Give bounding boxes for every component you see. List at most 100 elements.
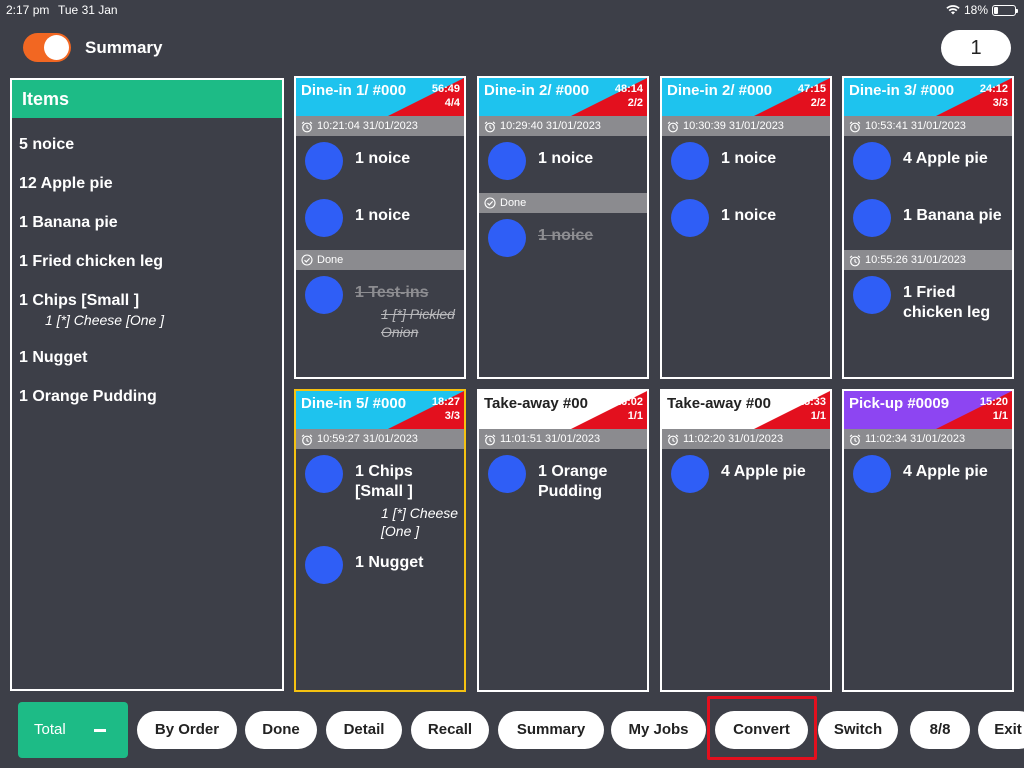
item-progress: 3/3 — [992, 97, 1008, 109]
item-status-dot[interactable] — [305, 199, 343, 237]
line-item[interactable]: 1 noice — [296, 136, 464, 193]
order-timer: 15:20 1/1 — [980, 395, 1008, 423]
line-item[interactable]: 1 Orange Pudding — [479, 449, 647, 506]
item-row[interactable]: 12 Apple pie — [19, 175, 282, 193]
alarm-clock-icon — [667, 120, 679, 133]
toolbar-button-by-order[interactable]: By Order — [137, 711, 237, 749]
toolbar-button-done[interactable]: Done — [245, 711, 317, 749]
order-card-header[interactable]: Dine-in 1/ #000 56:49 4/4 — [296, 78, 464, 116]
alarm-clock-icon — [301, 433, 313, 446]
item-status-dot[interactable] — [305, 276, 343, 314]
order-card-header[interactable]: Dine-in 2/ #000 47:15 2/2 — [662, 78, 830, 116]
line-item-text: 1 noice — [538, 149, 593, 169]
item-status-dot[interactable] — [853, 455, 891, 493]
order-card[interactable]: Dine-in 1/ #000 56:49 4/4 10:21:04 31/01/20… — [294, 76, 466, 379]
line-item[interactable]: 1 noice — [662, 136, 830, 193]
line-item-label: 1 noice — [355, 150, 411, 167]
alarm-clock-icon — [849, 120, 861, 133]
line-item-label: 1 noice — [355, 207, 411, 224]
line-item-text: 1 noice — [355, 206, 410, 226]
line-item[interactable]: 1 noice — [296, 193, 464, 250]
order-card[interactable]: Dine-in 3/ #000 24:12 3/3 10:53:41 31/01/20… — [842, 76, 1014, 379]
item-status-dot[interactable] — [853, 276, 891, 314]
item-label: 1 Banana pie — [19, 214, 118, 231]
order-card-header[interactable]: Pick-up #0009 15:20 1/1 — [844, 391, 1012, 429]
item-row[interactable]: 1 Banana pie — [19, 214, 282, 232]
toolbar-button-detail[interactable]: Detail — [326, 711, 402, 749]
order-time-bar: 10:30:39 31/01/2023 — [662, 116, 830, 136]
item-progress: 1/1 — [810, 410, 826, 422]
elapsed-time: 24:12 — [979, 83, 1008, 95]
line-item[interactable]: 4 Apple pie — [662, 449, 830, 506]
toolbar-button-recall[interactable]: Recall — [411, 711, 489, 749]
order-card[interactable]: Dine-in 5/ #000 18:27 3/3 10:59:27 31/01/20… — [294, 389, 466, 692]
line-item[interactable]: 1 Banana pie — [844, 193, 1012, 250]
elapsed-time: 15:20 — [979, 396, 1008, 408]
order-card[interactable]: Dine-in 2/ #000 47:15 2/2 10:30:39 31/01/20… — [660, 76, 832, 379]
elapsed-time: 56:49 — [431, 83, 460, 95]
line-item-text: 4 Apple pie — [903, 462, 988, 482]
item-status-dot[interactable] — [488, 142, 526, 180]
line-item-label: 1 noice — [721, 150, 777, 167]
done-line-item[interactable]: 1 Test-ins 1 [*] Pickled Onion — [296, 270, 464, 341]
order-card[interactable]: Pick-up #0009 15:20 1/1 11:02:34 31/01/2023… — [842, 389, 1014, 692]
order-timer: 56:49 4/4 — [432, 82, 460, 110]
done-line-item[interactable]: 1 noice — [479, 213, 647, 270]
line-item[interactable]: 4 Apple pie — [844, 449, 1012, 506]
item-status-dot[interactable] — [305, 142, 343, 180]
order-card-header[interactable]: Dine-in 2/ #000 48:14 2/2 — [479, 78, 647, 116]
item-status-dot[interactable] — [671, 199, 709, 237]
item-status-dot[interactable] — [853, 142, 891, 180]
item-status-dot[interactable] — [671, 455, 709, 493]
line-item[interactable]: 1 noice — [662, 193, 830, 250]
order-card-header[interactable]: Take-away #00 15:33 1/1 — [662, 391, 830, 429]
order-timer: 16:02 1/1 — [615, 395, 643, 423]
item-modifier: 1 [*] Cheese [One ] — [45, 312, 165, 328]
order-card[interactable]: Take-away #00 16:02 1/1 11:01:51 31/01/2023… — [477, 389, 649, 692]
order-card-header[interactable]: Dine-in 3/ #000 24:12 3/3 — [844, 78, 1012, 116]
item-status-dot[interactable] — [853, 199, 891, 237]
toolbar-button-convert[interactable]: Convert — [715, 711, 808, 749]
line-item-text: 1 Nugget — [355, 553, 423, 573]
item-status-dot[interactable] — [488, 219, 526, 257]
order-card[interactable]: Take-away #00 15:33 1/1 11:02:20 31/01/2023… — [660, 389, 832, 692]
summary-label: Summary — [85, 38, 163, 57]
toolbar-button-summary[interactable]: Summary — [498, 711, 604, 749]
alarm-clock-icon — [301, 120, 313, 133]
item-status-dot[interactable] — [488, 455, 526, 493]
alarm-clock-icon — [849, 433, 861, 446]
order-card-header[interactable]: Dine-in 5/ #000 18:27 3/3 — [296, 391, 464, 429]
items-list: 5 noice 12 Apple pie 1 Banana pie 1 Fried c… — [12, 118, 282, 406]
line-item[interactable]: 4 Apple pie — [844, 136, 1012, 193]
order-card-header[interactable]: Take-away #00 16:02 1/1 — [479, 391, 647, 429]
item-progress: 2/2 — [810, 97, 826, 109]
toolbar-button-8-8[interactable]: 8/8 — [910, 711, 970, 749]
item-row[interactable]: 1 Fried chicken leg — [19, 253, 282, 271]
item-status-dot[interactable] — [305, 546, 343, 584]
alarm-clock-icon — [484, 433, 496, 446]
toolbar-button-exit[interactable]: Exit — [978, 711, 1024, 749]
line-item[interactable]: 1 Nugget — [296, 540, 464, 597]
order-card[interactable]: Dine-in 2/ #000 48:14 2/2 10:29:40 31/01/20… — [477, 76, 649, 379]
line-item-text: 4 Apple pie — [721, 462, 806, 482]
line-item-text: 1 Orange Pudding — [538, 462, 647, 502]
line-item[interactable]: 1 Fried chicken leg — [844, 270, 1012, 327]
item-row[interactable]: 1 Chips [Small ] 1 [*] Cheese [One ] — [19, 292, 282, 328]
summary-toggle[interactable] — [23, 33, 71, 62]
item-row[interactable]: 5 noice — [19, 136, 282, 154]
item-status-dot[interactable] — [671, 142, 709, 180]
minus-icon — [94, 729, 106, 732]
item-status-dot[interactable] — [305, 455, 343, 493]
toolbar-button-my-jobs[interactable]: My Jobs — [611, 711, 706, 749]
line-item[interactable]: 1 noice — [479, 136, 647, 193]
elapsed-time: 18:27 — [431, 396, 460, 408]
line-item-text: 4 Apple pie — [903, 149, 988, 169]
total-button[interactable]: Total — [18, 702, 128, 758]
toolbar-button-switch[interactable]: Switch — [818, 711, 898, 749]
total-label: Total — [34, 721, 66, 738]
line-item[interactable]: 1 Chips [Small ] 1 [*] Cheese [One ] — [296, 449, 464, 540]
item-label: 12 Apple pie — [19, 175, 113, 192]
item-row[interactable]: 1 Orange Pudding — [19, 388, 282, 406]
order-count-button[interactable]: 1 — [941, 30, 1011, 66]
item-row[interactable]: 1 Nugget — [19, 349, 282, 367]
